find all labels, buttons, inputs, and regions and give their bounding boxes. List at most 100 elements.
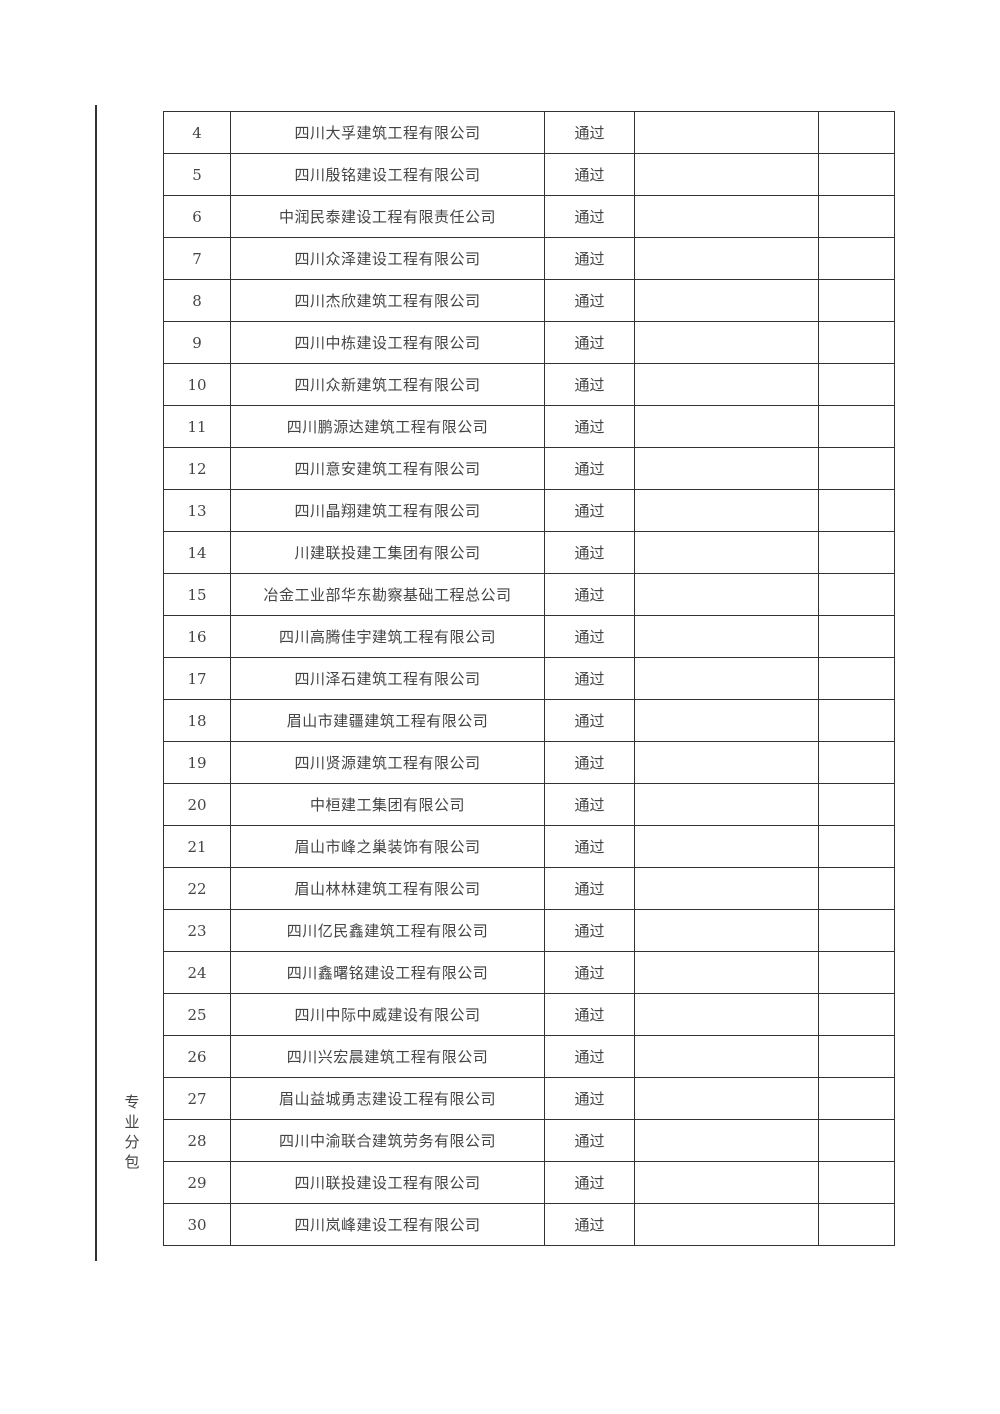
review-result: 通过: [544, 321, 635, 364]
table-row: 15 冶金工业部华东勘察基础工程总公司 通过: [163, 573, 895, 616]
category-column-border: [95, 105, 97, 1261]
table-row: 14 川建联投建工集团有限公司 通过: [163, 531, 895, 574]
empty-cell: [818, 531, 895, 574]
review-result: 通过: [544, 363, 635, 406]
company-name: 四川中栋建设工程有限公司: [230, 321, 545, 364]
empty-cell: [634, 741, 819, 784]
table-row: 10 四川众新建筑工程有限公司 通过: [163, 363, 895, 406]
empty-cell: [634, 531, 819, 574]
empty-cell: [818, 111, 895, 154]
company-name: 四川亿民鑫建筑工程有限公司: [230, 909, 545, 952]
table-row: 22 眉山林林建筑工程有限公司 通过: [163, 867, 895, 910]
empty-cell: [818, 783, 895, 826]
row-number: 11: [163, 405, 231, 448]
row-number: 16: [163, 615, 231, 658]
company-name: 冶金工业部华东勘察基础工程总公司: [230, 573, 545, 616]
row-number: 29: [163, 1161, 231, 1204]
table-row: 23 四川亿民鑫建筑工程有限公司 通过: [163, 909, 895, 952]
row-number: 8: [163, 279, 231, 322]
empty-cell: [634, 111, 819, 154]
empty-cell: [634, 1203, 819, 1246]
review-result: 通过: [544, 741, 635, 784]
review-result: 通过: [544, 531, 635, 574]
company-name: 四川岚峰建设工程有限公司: [230, 1203, 545, 1246]
empty-cell: [634, 489, 819, 532]
review-result: 通过: [544, 237, 635, 280]
table-row: 4 四川大孚建筑工程有限公司 通过: [163, 111, 895, 154]
empty-cell: [634, 1077, 819, 1120]
review-result: 通过: [544, 615, 635, 658]
row-number: 24: [163, 951, 231, 994]
review-result: 通过: [544, 153, 635, 196]
row-number: 12: [163, 447, 231, 490]
row-number: 9: [163, 321, 231, 364]
company-name: 四川众泽建设工程有限公司: [230, 237, 545, 280]
empty-cell: [634, 405, 819, 448]
category-label: 专业分包: [124, 1093, 140, 1171]
review-result: 通过: [544, 111, 635, 154]
company-name: 四川高腾佳宇建筑工程有限公司: [230, 615, 545, 658]
empty-cell: [818, 447, 895, 490]
row-number: 13: [163, 489, 231, 532]
review-result: 通过: [544, 1161, 635, 1204]
table-row: 13 四川晶翔建筑工程有限公司 通过: [163, 489, 895, 532]
row-number: 21: [163, 825, 231, 868]
review-result: 通过: [544, 657, 635, 700]
empty-cell: [818, 1035, 895, 1078]
table-row: 6 中润民泰建设工程有限责任公司 通过: [163, 195, 895, 238]
table-row: 12 四川意安建筑工程有限公司 通过: [163, 447, 895, 490]
table-row: 5 四川殷铭建设工程有限公司 通过: [163, 153, 895, 196]
empty-cell: [818, 993, 895, 1036]
review-result: 通过: [544, 279, 635, 322]
row-number: 19: [163, 741, 231, 784]
company-name: 四川大孚建筑工程有限公司: [230, 111, 545, 154]
company-name: 四川兴宏晨建筑工程有限公司: [230, 1035, 545, 1078]
row-number: 17: [163, 657, 231, 700]
row-number: 15: [163, 573, 231, 616]
empty-cell: [818, 195, 895, 238]
empty-cell: [818, 1161, 895, 1204]
empty-cell: [818, 1203, 895, 1246]
company-name: 四川泽石建筑工程有限公司: [230, 657, 545, 700]
company-name: 眉山益城勇志建设工程有限公司: [230, 1077, 545, 1120]
company-name: 眉山林林建筑工程有限公司: [230, 867, 545, 910]
row-number: 18: [163, 699, 231, 742]
row-number: 27: [163, 1077, 231, 1120]
table-row: 24 四川鑫曙铭建设工程有限公司 通过: [163, 951, 895, 994]
empty-cell: [818, 909, 895, 952]
company-name: 四川众新建筑工程有限公司: [230, 363, 545, 406]
table-row: 19 四川贤源建筑工程有限公司 通过: [163, 741, 895, 784]
row-number: 26: [163, 1035, 231, 1078]
empty-cell: [634, 657, 819, 700]
company-name: 四川意安建筑工程有限公司: [230, 447, 545, 490]
row-number: 28: [163, 1119, 231, 1162]
row-number: 14: [163, 531, 231, 574]
review-result: 通过: [544, 867, 635, 910]
review-result: 通过: [544, 1035, 635, 1078]
empty-cell: [634, 237, 819, 280]
review-result: 通过: [544, 1119, 635, 1162]
company-name: 四川鑫曙铭建设工程有限公司: [230, 951, 545, 994]
table-row: 26 四川兴宏晨建筑工程有限公司 通过: [163, 1035, 895, 1078]
review-result: 通过: [544, 195, 635, 238]
review-result: 通过: [544, 405, 635, 448]
table-row: 29 四川联投建设工程有限公司 通过: [163, 1161, 895, 1204]
company-name: 四川杰欣建筑工程有限公司: [230, 279, 545, 322]
empty-cell: [818, 825, 895, 868]
table-row: 21 眉山市峰之巢装饰有限公司 通过: [163, 825, 895, 868]
row-number: 6: [163, 195, 231, 238]
empty-cell: [818, 321, 895, 364]
empty-cell: [818, 699, 895, 742]
company-name: 四川鹏源达建筑工程有限公司: [230, 405, 545, 448]
empty-cell: [634, 321, 819, 364]
empty-cell: [634, 195, 819, 238]
company-name: 眉山市峰之巢装饰有限公司: [230, 825, 545, 868]
review-result: 通过: [544, 573, 635, 616]
table-row: 11 四川鹏源达建筑工程有限公司 通过: [163, 405, 895, 448]
review-result: 通过: [544, 1203, 635, 1246]
empty-cell: [818, 657, 895, 700]
empty-cell: [634, 573, 819, 616]
table-row: 18 眉山市建疆建筑工程有限公司 通过: [163, 699, 895, 742]
empty-cell: [818, 153, 895, 196]
row-number: 25: [163, 993, 231, 1036]
